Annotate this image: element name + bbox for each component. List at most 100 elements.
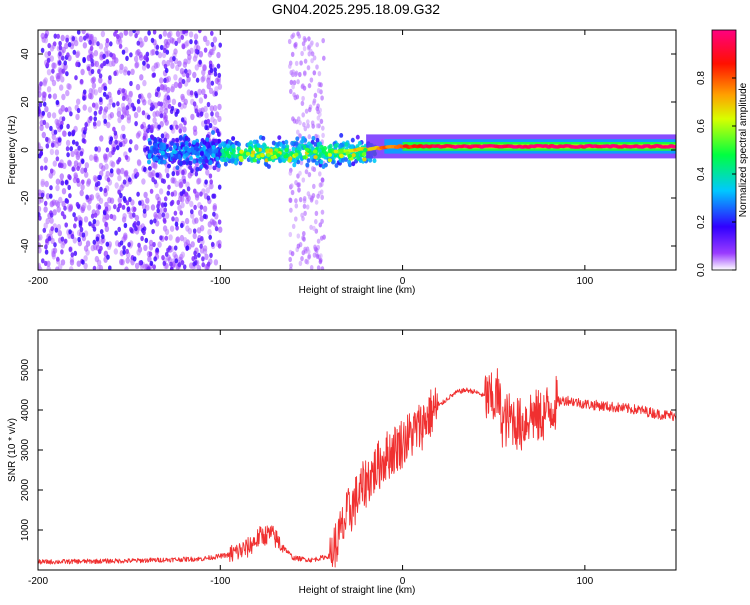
heatmap-cell: [292, 118, 297, 124]
heatmap-cell: [114, 182, 119, 189]
heatmap-cell: [124, 94, 130, 102]
heatmap-cell: [84, 171, 89, 178]
heatmap-cell: [205, 39, 210, 47]
heatmap-cell: [58, 45, 63, 51]
heatmap-cell: [71, 166, 75, 172]
snr-x-axis: -200 -100 0 100: [28, 330, 594, 587]
heatmap-cell: [115, 145, 120, 151]
heatmap-cell: [184, 140, 189, 146]
heatmap-cell: [49, 75, 55, 82]
heatmap-cell: [204, 112, 209, 119]
heatmap-cell: [158, 188, 164, 195]
heatmap-cell: [181, 43, 186, 50]
heatmap-cell: [39, 150, 44, 156]
heatmap-cell: [79, 226, 84, 233]
heatmap-cell: [301, 112, 306, 118]
heatmap-cell: [158, 143, 163, 149]
heatmap-cell: [98, 43, 104, 50]
heatmap-cell: [202, 213, 207, 219]
colorbar-gradient: [712, 30, 736, 270]
heatmap-cell: [170, 199, 175, 205]
heatmap-cell: [49, 45, 55, 52]
heatmap-cell: [314, 160, 319, 166]
heatmap-cell: [114, 57, 119, 64]
heatmap-cell: [199, 215, 204, 222]
figure-title: GN04.2025.295.18.09.G32: [272, 1, 440, 17]
heatmap-cell: [171, 98, 177, 106]
heatmap-cell: [190, 241, 195, 248]
heatmap-cell: [300, 84, 305, 90]
heatmap-cell: [142, 60, 146, 66]
heatmap-cell: [185, 245, 190, 251]
heatmap-cell: [163, 63, 168, 69]
heatmap-cell: [300, 100, 305, 106]
heatmap-cell: [137, 242, 141, 248]
heatmap-cell: [300, 256, 304, 262]
heatmap-cell: [182, 126, 187, 133]
heatmap-cell: [140, 40, 145, 47]
heatmap-cell: [357, 140, 362, 146]
heatmap-cell: [226, 143, 230, 149]
heatmap-cell: [88, 221, 92, 227]
heatmap-cell: [80, 158, 85, 164]
heatmap-cell: [181, 169, 185, 175]
heatmap-cell: [159, 77, 164, 84]
heatmap-cell: [151, 177, 155, 183]
heatmap-cell: [268, 148, 273, 153]
heatmap-cell: [198, 50, 203, 58]
heatmap-cell: [182, 30, 186, 35]
heatmap-cell: [128, 196, 132, 202]
heatmap-cell: [311, 135, 316, 141]
heatmap-cell: [66, 52, 70, 58]
heatmap-cell: [60, 249, 64, 255]
heatmap-cell: [347, 154, 352, 158]
heatmap-cell: [185, 160, 190, 166]
heatmap-cell: [351, 153, 356, 158]
heatmap-cell: [117, 226, 121, 232]
heatmap-cell: [93, 212, 98, 218]
heatmap-cell: [60, 259, 66, 266]
heatmap-cell: [88, 39, 92, 45]
heatmap-cell: [166, 190, 171, 196]
heatmap-cell: [306, 123, 310, 129]
heatmap-cell: [54, 118, 59, 126]
heatmap-cell: [152, 264, 156, 270]
snr-plot-area: [38, 330, 676, 570]
heatmap-cell: [185, 40, 190, 47]
heatmap-cell: [119, 240, 124, 246]
heatmap-cell: [143, 244, 148, 252]
heatmap-cell: [164, 212, 170, 219]
heatmap-cell: [116, 168, 122, 175]
heatmap-cell: [227, 153, 232, 159]
heatmap-cell: [174, 111, 178, 117]
heatmap-cell: [137, 160, 142, 167]
heatmap-cell: [203, 47, 208, 53]
heatmap-cell: [205, 137, 210, 143]
heatmap-cell: [320, 209, 325, 215]
heatmap-cell: [155, 50, 159, 56]
heatmap-cell: [178, 82, 183, 89]
heatmap-cell: [69, 146, 73, 152]
heatmap-cell: [309, 42, 313, 48]
snr-marks: [38, 368, 676, 568]
heatmap-cell: [52, 209, 57, 216]
heatmap-cell: [55, 266, 60, 270]
heatmap-cell: [45, 61, 50, 68]
heatmap-cell: [89, 53, 93, 60]
heatmap-cell: [218, 226, 223, 233]
heatmap-cell: [321, 164, 326, 170]
heatmap-cell: [152, 241, 156, 248]
heatmap-cell: [195, 151, 200, 157]
heatmap-cell: [245, 151, 251, 156]
heatmap-cell: [152, 162, 158, 169]
heatmap-cell: [61, 200, 66, 208]
heatmap-cell: [89, 154, 94, 161]
heatmap-cell: [103, 187, 108, 194]
heatmap-cell: [144, 237, 149, 243]
heatmap-cell: [49, 55, 54, 62]
heatmap-cell: [213, 259, 219, 266]
heatmap-cell: [340, 142, 345, 148]
heatmap-cell: [153, 143, 158, 148]
heatmap-cell: [296, 129, 300, 135]
heatmap-cell: [178, 123, 183, 130]
